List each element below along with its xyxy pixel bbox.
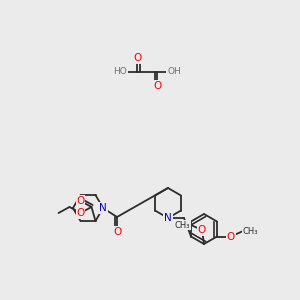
Text: CH₃: CH₃: [243, 227, 259, 236]
Text: O: O: [76, 208, 85, 218]
Text: OH: OH: [167, 68, 181, 76]
Text: O: O: [227, 232, 235, 242]
Text: O: O: [153, 81, 161, 91]
Text: O: O: [76, 196, 85, 206]
Text: N: N: [164, 213, 172, 223]
Text: N: N: [99, 203, 107, 213]
Text: HO: HO: [113, 68, 127, 76]
Text: O: O: [198, 225, 206, 235]
Text: O: O: [113, 227, 121, 237]
Text: O: O: [133, 53, 141, 63]
Text: CH₃: CH₃: [175, 220, 190, 230]
